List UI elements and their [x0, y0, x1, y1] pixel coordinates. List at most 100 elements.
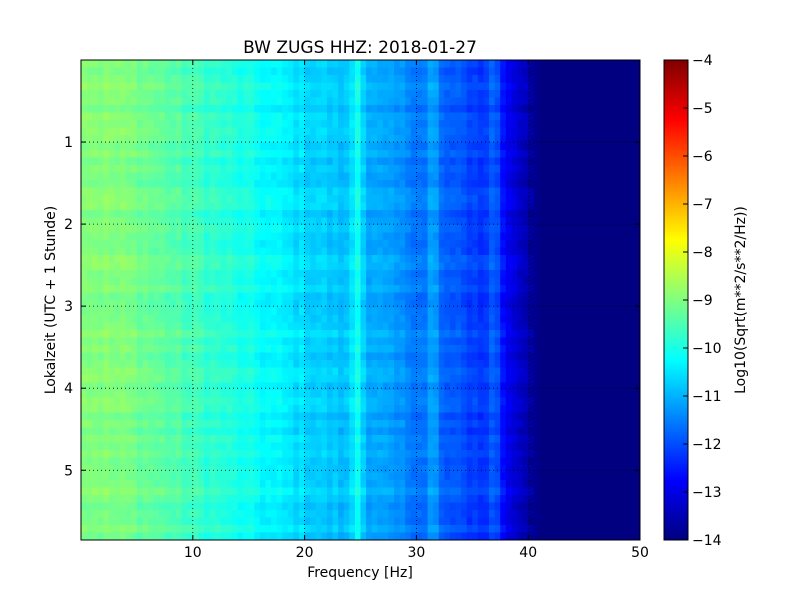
heatmap-cell [299, 285, 306, 294]
heatmap-cell [483, 247, 490, 256]
heatmap-cell [578, 322, 585, 331]
heatmap-cell [254, 135, 261, 144]
heatmap-cell [181, 397, 188, 406]
heatmap-cell [505, 90, 513, 99]
heatmap-cell [600, 135, 608, 144]
heatmap-cell [215, 300, 222, 309]
heatmap-cell [198, 142, 205, 151]
heatmap-cell [600, 255, 608, 264]
heatmap-cell [209, 240, 216, 249]
heatmap-cell [438, 217, 445, 226]
heatmap-cell [550, 202, 557, 211]
heatmap-cell [92, 67, 99, 76]
heatmap-cell [433, 195, 440, 204]
heatmap-cell [366, 105, 373, 114]
heatmap-cell [310, 217, 317, 226]
heatmap-cell [377, 315, 384, 324]
heatmap-cell [500, 322, 507, 331]
heatmap-cell [399, 120, 406, 129]
heatmap-cell [170, 375, 177, 384]
heatmap-cell [310, 285, 317, 294]
heatmap-cell [215, 277, 222, 286]
heatmap-cell [489, 75, 496, 84]
heatmap-cell [567, 105, 574, 114]
heatmap-cell [170, 232, 177, 241]
heatmap-cell [226, 420, 233, 429]
heatmap-cell [176, 322, 183, 331]
heatmap-cell [198, 82, 205, 91]
heatmap-cell [343, 375, 350, 384]
heatmap-cell [634, 187, 640, 196]
heatmap-cell [438, 232, 445, 241]
heatmap-cell [394, 225, 401, 234]
heatmap-cell [617, 135, 624, 144]
heatmap-cell [243, 97, 250, 106]
heatmap-cell [120, 405, 127, 414]
heatmap-cell [421, 352, 429, 361]
heatmap-cell [584, 337, 591, 346]
heatmap-cell [606, 345, 613, 354]
heatmap-cell [354, 112, 362, 121]
heatmap-cell [215, 390, 222, 399]
heatmap-cell [181, 195, 188, 204]
heatmap-cell [628, 82, 636, 91]
heatmap-cell [366, 75, 373, 84]
heatmap-cell [176, 412, 183, 421]
heatmap-cell [539, 397, 546, 406]
heatmap-cell [315, 375, 322, 384]
heatmap-cell [81, 382, 88, 391]
heatmap-cell [215, 240, 222, 249]
heatmap-cell [433, 405, 440, 414]
heatmap-cell [332, 262, 339, 271]
heatmap-cell [304, 367, 311, 376]
heatmap-cell [500, 360, 507, 369]
heatmap-cell [600, 90, 608, 99]
heatmap-cell [533, 412, 540, 421]
heatmap-cell [220, 345, 227, 354]
heatmap-cell [326, 225, 334, 234]
heatmap-cell [388, 360, 395, 369]
heatmap-cell [120, 412, 127, 421]
heatmap-cell [120, 270, 127, 279]
heatmap-cell [366, 322, 373, 331]
heatmap-cell [477, 270, 485, 279]
heatmap-cell [584, 382, 591, 391]
heatmap-cell [517, 210, 524, 219]
heatmap-cell [416, 195, 423, 204]
heatmap-cell [243, 247, 250, 256]
heatmap-cell [86, 165, 93, 174]
heatmap-cell [237, 427, 244, 436]
heatmap-cell [522, 390, 529, 399]
heatmap-cell [399, 292, 406, 301]
heatmap-cell [86, 120, 93, 129]
heatmap-cell [354, 285, 362, 294]
heatmap-cell [299, 382, 306, 391]
heatmap-cell [572, 277, 580, 286]
heatmap-cell [505, 60, 513, 69]
heatmap-cell [366, 375, 373, 384]
heatmap-cell [304, 292, 311, 301]
heatmap-cell [192, 262, 199, 271]
heatmap-cell [528, 127, 535, 136]
heatmap-cell [276, 367, 283, 376]
heatmap-cell [533, 165, 540, 174]
heatmap-cell [254, 412, 261, 421]
heatmap-cell [142, 292, 149, 301]
heatmap-cell [349, 150, 356, 159]
heatmap-cell [276, 97, 283, 106]
heatmap-cell [248, 337, 255, 346]
heatmap-cell [449, 412, 457, 421]
heatmap-cell [276, 90, 283, 99]
heatmap-cell [86, 90, 93, 99]
heatmap-cell [578, 270, 585, 279]
heatmap-cell [544, 390, 552, 399]
heatmap-cell [108, 67, 116, 76]
heatmap-cell [623, 187, 630, 196]
heatmap-cell [421, 397, 429, 406]
heatmap-cell [343, 105, 350, 114]
heatmap-cell [472, 157, 479, 166]
heatmap-cell [170, 135, 177, 144]
heatmap-cell [466, 142, 473, 151]
heatmap-cell [170, 337, 177, 346]
heatmap-cell [572, 165, 580, 174]
